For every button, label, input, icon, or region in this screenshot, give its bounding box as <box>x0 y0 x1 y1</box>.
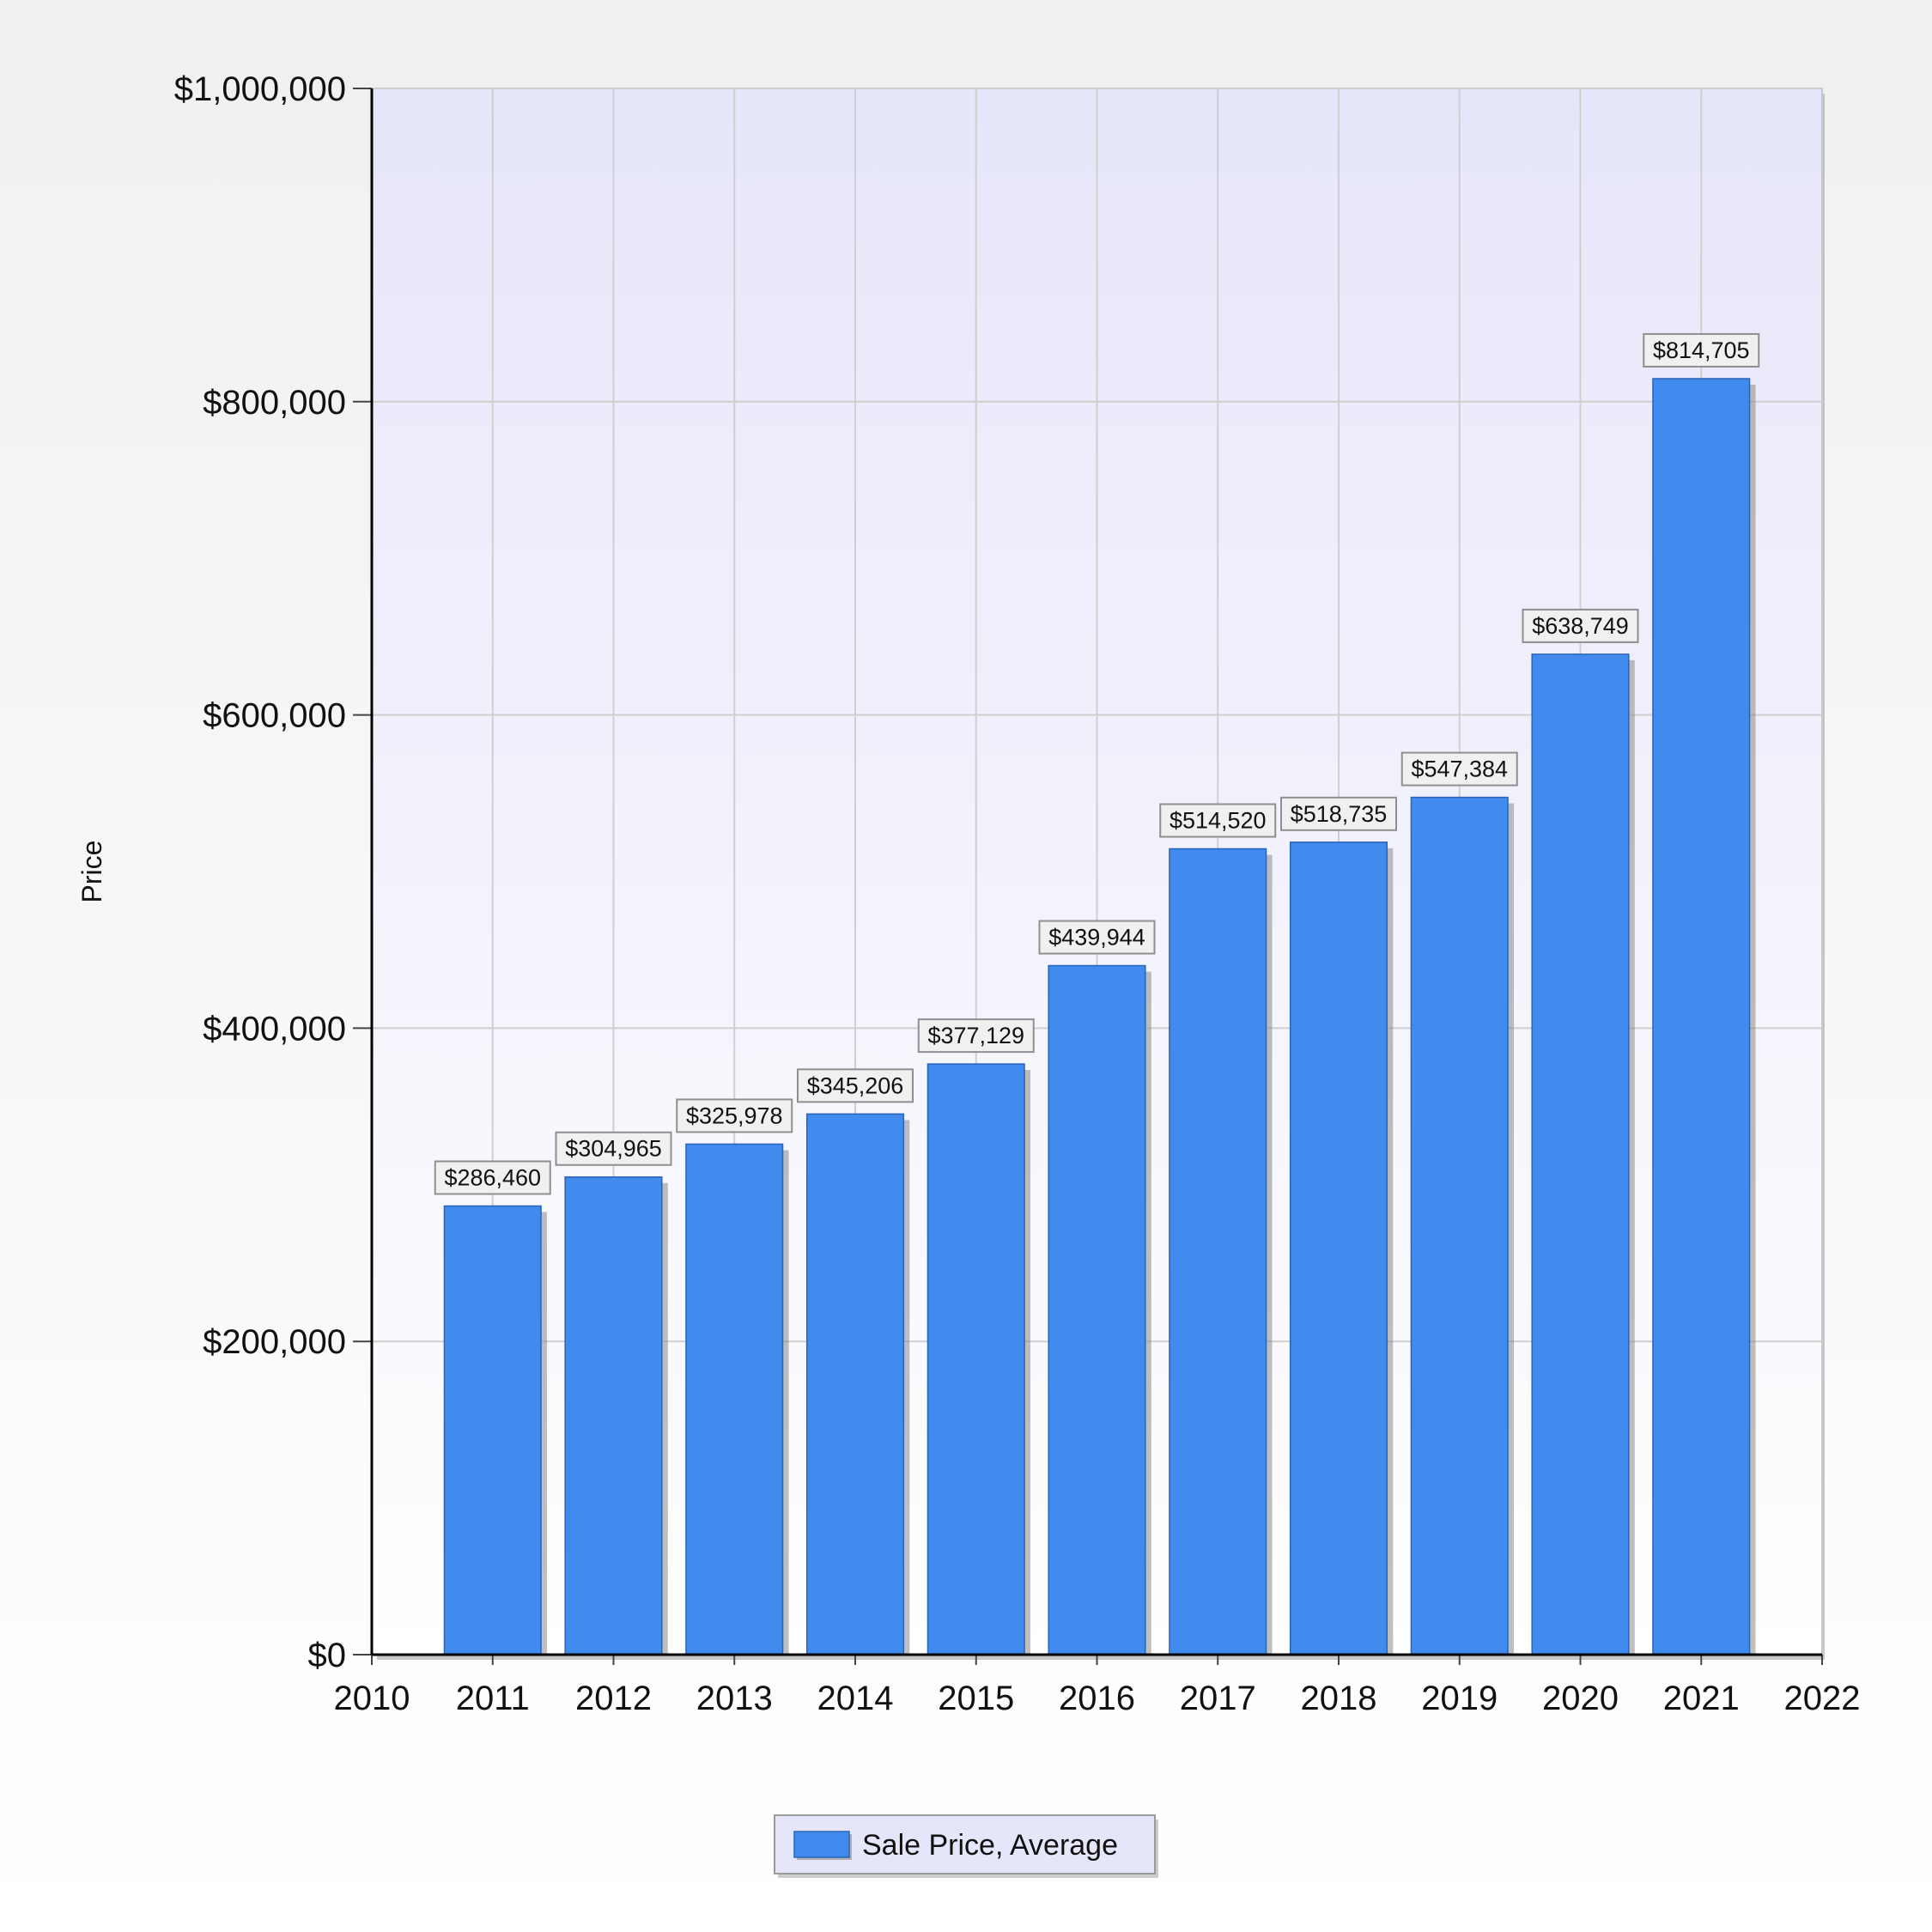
data-label-box <box>917 1018 1035 1054</box>
data-label-2012: $304,965 <box>565 1136 662 1162</box>
data-label-box <box>797 1068 914 1103</box>
bar-2016 <box>1048 964 1146 1656</box>
x-tick-label: 2011 <box>456 1680 530 1717</box>
data-label-box <box>1038 920 1156 955</box>
data-label-box <box>1280 796 1397 831</box>
x-tick-label: 2018 <box>1301 1680 1377 1717</box>
x-tick-label: 2020 <box>1542 1680 1619 1717</box>
x-tick-label: 2014 <box>817 1680 894 1717</box>
bar-2018 <box>1289 841 1388 1656</box>
x-tick-label: 2013 <box>696 1680 773 1717</box>
legend-box <box>774 1814 1156 1874</box>
bars <box>443 378 1756 1656</box>
y-tick-label: $0 <box>308 1637 347 1674</box>
x-tick-label: 2010 <box>334 1680 410 1717</box>
x-tick-label: 2019 <box>1421 1680 1498 1717</box>
bar-2019 <box>1410 796 1509 1656</box>
y-tick-label: $200,000 <box>203 1323 346 1361</box>
data-label-2015: $377,129 <box>927 1023 1024 1048</box>
data-labels: $286,460 $304,965 $325,978 $345,206 $377,129… <box>434 332 1760 1195</box>
x-tick-label: 2015 <box>938 1680 1014 1717</box>
data-label-box <box>1643 332 1760 368</box>
legend-label: Sale Price, Average <box>862 1829 1118 1862</box>
data-label-2020: $638,749 <box>1532 613 1629 639</box>
data-label-box <box>676 1098 793 1133</box>
data-label-2018: $518,735 <box>1291 801 1388 827</box>
y-tick-label: $1,000,000 <box>174 70 346 108</box>
legend: Sale Price, Average <box>774 1814 1158 1878</box>
bar-2013 <box>685 1143 784 1656</box>
x-tick-label: 2022 <box>1784 1680 1861 1717</box>
data-label-2017: $514,520 <box>1170 808 1267 834</box>
x-tick-label: 2016 <box>1059 1680 1135 1717</box>
data-label-box <box>1159 803 1277 838</box>
data-label-box <box>1522 608 1639 643</box>
x-tick-label: 2012 <box>575 1680 652 1717</box>
x-tick-label: 2021 <box>1663 1680 1740 1717</box>
y-tick-label: $400,000 <box>203 1010 346 1048</box>
y-tick-label: $800,000 <box>203 384 346 422</box>
bar-2021 <box>1652 378 1751 1656</box>
bar-2020 <box>1531 653 1630 1656</box>
data-label-box <box>555 1131 672 1166</box>
axes: 2010 2011 2012 2013 2014 2015 2016 2017 2018 2019… <box>174 70 1861 1717</box>
data-label-2016: $439,944 <box>1048 925 1145 951</box>
y-tick-label: $600,000 <box>203 697 346 735</box>
data-label-2011: $286,460 <box>444 1164 541 1190</box>
legend-swatch <box>793 1831 850 1858</box>
bar-2017 <box>1169 848 1267 1656</box>
data-label-2019: $547,384 <box>1411 756 1508 782</box>
bar-2012 <box>564 1176 663 1656</box>
bar-2011 <box>443 1205 542 1656</box>
bar-2015 <box>927 1063 1025 1656</box>
data-label-2021: $814,705 <box>1653 337 1750 363</box>
y-axis-label: Price <box>76 841 107 903</box>
data-label-box <box>1400 751 1518 787</box>
data-label-box <box>434 1160 551 1195</box>
data-label-2014: $345,206 <box>807 1072 904 1098</box>
data-label-2013: $325,978 <box>686 1103 783 1128</box>
x-tick-label: 2017 <box>1180 1680 1256 1717</box>
bar-2014 <box>805 1113 905 1656</box>
